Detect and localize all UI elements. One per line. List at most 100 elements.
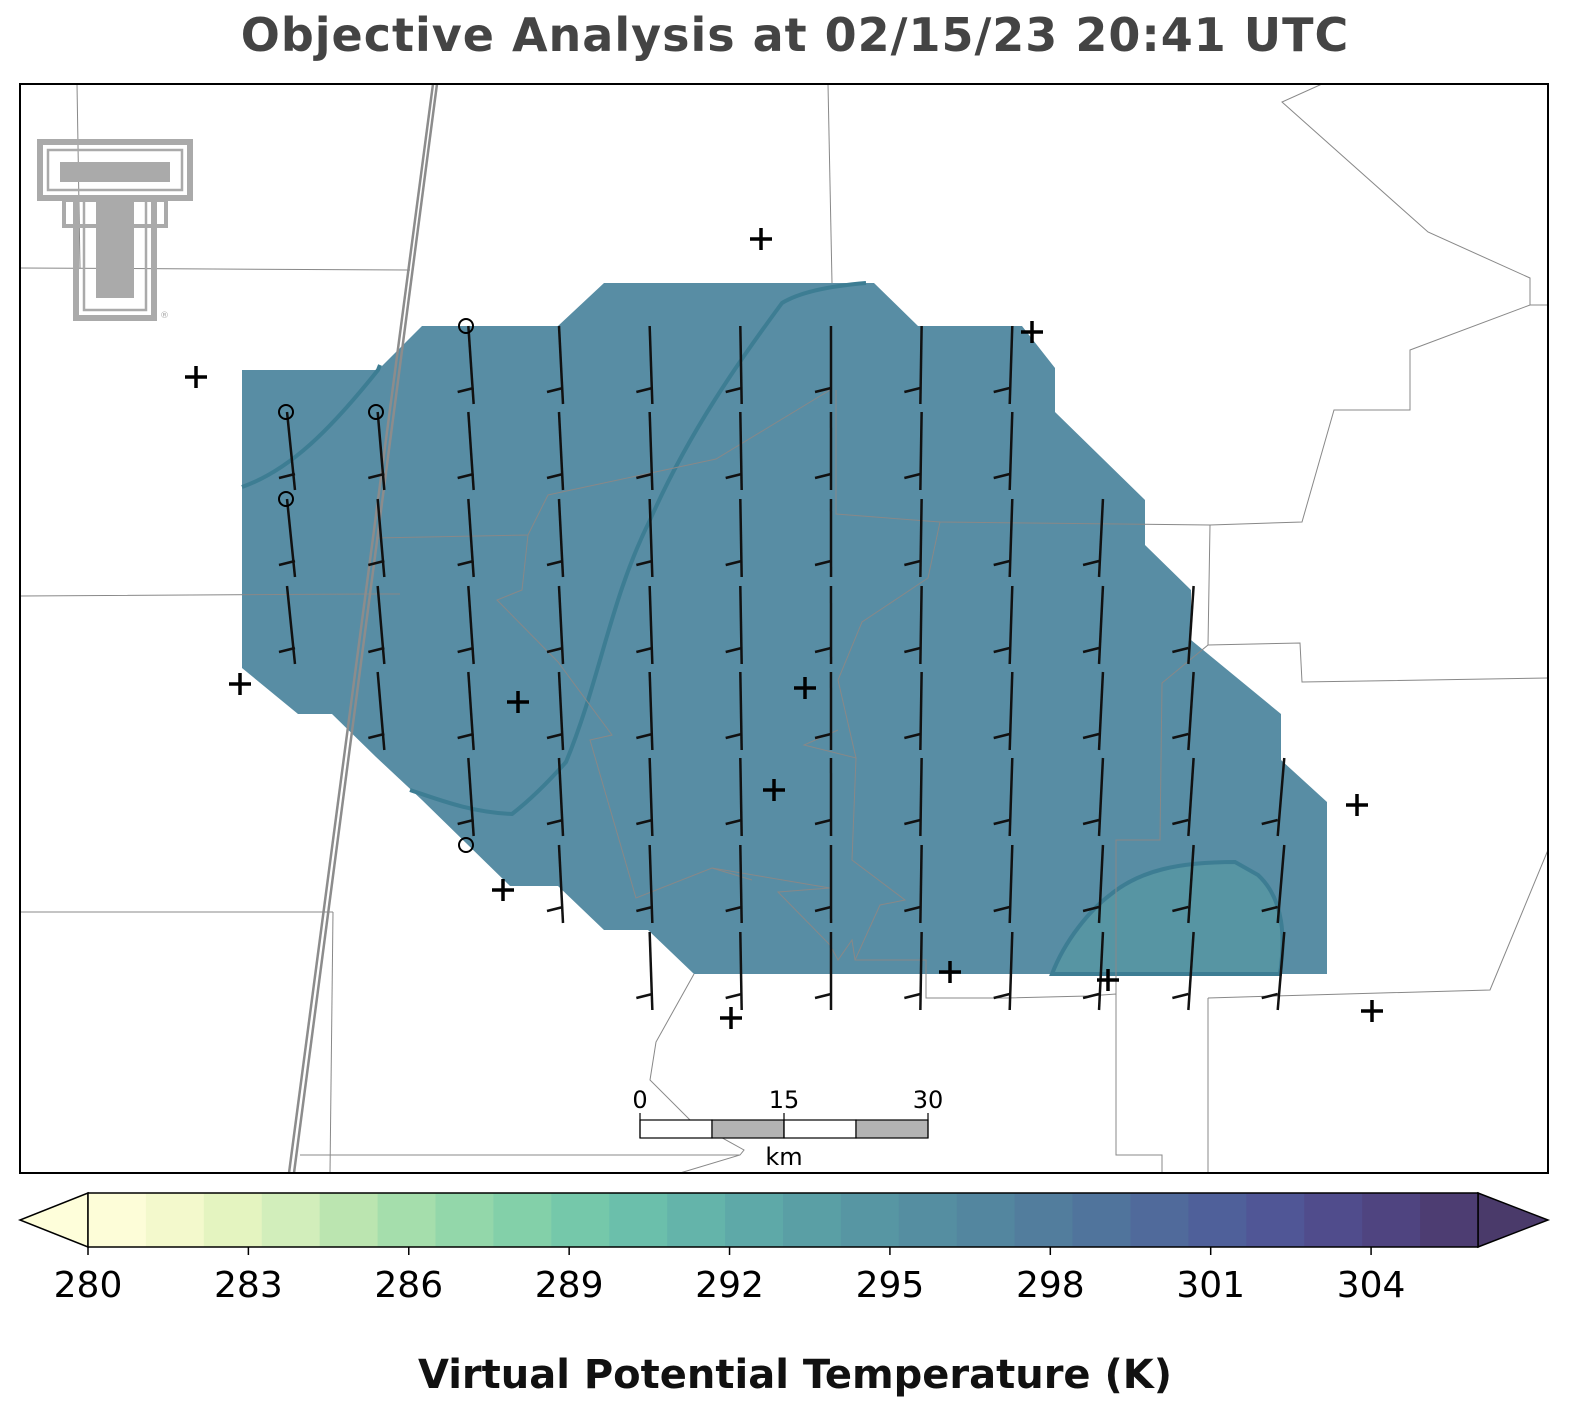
- wind-barb: [457, 585, 475, 665]
- wind-barb: [1261, 757, 1286, 837]
- wind-barb: [1172, 671, 1195, 751]
- wind-barb: [1172, 931, 1195, 1011]
- colorbar-tick-label: 280: [54, 1265, 123, 1306]
- colorbar-segment: [898, 1193, 958, 1247]
- wind-barb: [993, 844, 1014, 924]
- wind-barb: [636, 931, 654, 1011]
- colorbar-segment: [840, 1193, 900, 1247]
- wind-barb: [725, 844, 743, 924]
- wind-barb: [814, 844, 833, 924]
- wind-barb: [725, 931, 743, 1011]
- wind-barb: [636, 757, 654, 837]
- scale-tick-15: 15: [769, 1086, 800, 1114]
- colorbar-segment: [1072, 1193, 1131, 1247]
- colorbar-segment: [435, 1193, 494, 1247]
- wind-barb: [993, 325, 1014, 405]
- wind-barb: [636, 498, 654, 578]
- wind-barb: [546, 585, 565, 665]
- wind-barb: [1082, 844, 1105, 924]
- colorbar-segment: [1304, 1193, 1363, 1247]
- wind-barb: [636, 585, 654, 665]
- station-circle-marker: [458, 318, 474, 334]
- colorbar-tick-label: 283: [214, 1265, 283, 1306]
- colorbar-segment: [783, 1193, 842, 1247]
- wind-barb: [725, 757, 743, 837]
- wind-barb: [993, 931, 1014, 1011]
- station-plus-marker: [1021, 321, 1043, 343]
- colorbar-segment: [88, 1193, 147, 1247]
- wind-barb: [1082, 757, 1105, 837]
- station-plus-marker: [720, 1007, 742, 1029]
- scale-tick-0: 0: [632, 1086, 647, 1114]
- wind-barb: [1082, 931, 1105, 1011]
- wind-barb: [904, 411, 923, 491]
- scale-tick-30: 30: [913, 1086, 944, 1114]
- wind-barb: [457, 757, 475, 837]
- wind-barb: [457, 411, 475, 491]
- wind-barb: [278, 585, 297, 665]
- wind-barb: [368, 498, 386, 578]
- colorbar-segment: [1246, 1193, 1305, 1247]
- colorbar-frame: [87, 1192, 1479, 1248]
- station-plus-marker: [1097, 969, 1119, 991]
- wind-barb: [546, 844, 565, 924]
- wind-barb: [368, 671, 386, 751]
- colorbar-over-arrow: [1477, 1191, 1551, 1249]
- colorbar-segment: [145, 1193, 205, 1247]
- wind-barb: [993, 585, 1014, 665]
- wind-barb: [725, 498, 743, 578]
- wind-barb: [457, 671, 475, 751]
- wind-barb: [1172, 844, 1195, 924]
- station-plus-marker: [939, 961, 961, 983]
- colorbar-tick-label: 301: [1176, 1265, 1245, 1306]
- station-circle-marker: [278, 404, 294, 420]
- wind-barb: [546, 498, 565, 578]
- wind-barb: [993, 411, 1014, 491]
- scale-bar: 0 15 30 km: [632, 1086, 943, 1171]
- station-plus-marker: [229, 673, 251, 695]
- colorbar-tick-label: 292: [695, 1265, 764, 1306]
- wind-barb: [814, 411, 833, 491]
- wind-barb: [278, 498, 297, 578]
- colorbar-tick-label: 298: [1016, 1265, 1085, 1306]
- colorbar-tick-label: 289: [535, 1265, 604, 1306]
- wind-barb: [546, 325, 565, 405]
- station-plus-marker: [750, 228, 772, 250]
- colorbar-segment: [1420, 1193, 1479, 1247]
- contour-line-west: [241, 364, 382, 489]
- wind-barb: [1082, 671, 1105, 751]
- wind-barb: [457, 325, 475, 405]
- colorbar-tick-label: 304: [1337, 1265, 1406, 1306]
- wind-barb: [368, 585, 386, 665]
- station-plus-marker: [185, 366, 207, 388]
- colorbar-segment: [551, 1193, 610, 1247]
- wind-barb: [725, 411, 743, 491]
- colorbar-segment: [956, 1193, 1016, 1247]
- colorbar-segment: [493, 1193, 552, 1247]
- colorbar-under-arrow: [17, 1191, 89, 1249]
- station-plus-marker: [763, 779, 785, 801]
- registered-mark: ®: [160, 311, 169, 321]
- colorbar-segment: [377, 1193, 436, 1247]
- map-area: ® 0 15 30 km: [20, 84, 1548, 1173]
- colorbar-segment: [261, 1193, 321, 1247]
- wind-barb: [636, 411, 654, 491]
- colorbar-segment: [1130, 1193, 1189, 1247]
- wind-barb: [636, 325, 654, 405]
- wind-barb: [725, 585, 743, 665]
- wind-barb: [1082, 585, 1105, 665]
- wind-barb: [904, 585, 923, 665]
- station-circle-marker: [278, 491, 294, 507]
- wind-barb: [546, 757, 565, 837]
- station-plus-marker: [794, 677, 816, 699]
- wind-barb: [904, 325, 923, 405]
- wind-barb: [725, 671, 743, 751]
- colorbar: 280 283 286 289 292 295 298 301 304: [17, 1191, 1551, 1306]
- wind-barb: [546, 671, 565, 751]
- page-title: Objective Analysis at 02/15/23 20:41 UTC: [240, 8, 1350, 62]
- colorbar-segment: [203, 1193, 263, 1247]
- station-plus-marker: [1346, 794, 1368, 816]
- warm-patch: [1049, 859, 1285, 976]
- colorbar-segment: [1188, 1193, 1247, 1247]
- wind-barb: [636, 844, 654, 924]
